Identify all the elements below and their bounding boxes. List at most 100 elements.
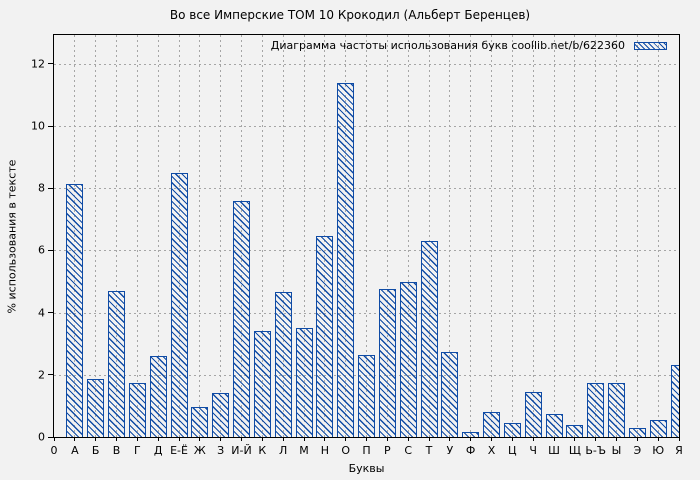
- x-tick-label: Ж: [193, 444, 206, 457]
- x-tick-mark: [220, 437, 222, 441]
- legend-key-swatch-icon: [634, 41, 667, 50]
- bar-т: [420, 241, 438, 437]
- gridline-vertical: [616, 35, 617, 437]
- x-tick-mark: [511, 437, 513, 441]
- x-tick-mark: [678, 437, 680, 441]
- gridline-vertical: [574, 35, 576, 437]
- x-tick-label: В: [112, 444, 121, 457]
- x-tick-mark: [657, 437, 659, 441]
- gridline-vertical: [470, 35, 472, 437]
- y-tick-mark: [48, 436, 53, 438]
- x-tick-label: К: [258, 444, 267, 457]
- x-tick-label: Э: [633, 444, 642, 457]
- bar-р: [378, 289, 396, 437]
- chart-title: Во все Имперские ТОМ 10 Крокодил (Альбер…: [169, 8, 531, 22]
- bar-п: [358, 355, 375, 437]
- gridline-vertical: [428, 35, 430, 437]
- bar-у: [441, 352, 459, 437]
- x-tick-mark: [53, 437, 55, 441]
- x-tick-label: Ч: [529, 444, 537, 457]
- bar-с: [399, 282, 417, 437]
- x-tick-label: Щ: [568, 444, 581, 457]
- x-tick-label: Г: [133, 444, 141, 457]
- gridline-vertical: [95, 35, 97, 437]
- bar-в: [108, 291, 125, 437]
- x-tick-mark: [95, 437, 97, 441]
- bar-о: [337, 83, 355, 437]
- x-tick-label: И-Й: [231, 444, 252, 457]
- x-tick-mark: [386, 437, 388, 441]
- x-tick-mark: [553, 437, 555, 441]
- bar-б: [87, 379, 105, 437]
- y-tick-label: 8: [38, 181, 45, 195]
- bar-х: [483, 412, 500, 437]
- gridline-vertical: [407, 35, 409, 437]
- x-tick-label: Ц: [508, 444, 517, 457]
- gridline-vertical: [261, 35, 263, 437]
- bar-м: [295, 328, 313, 437]
- gridline-vertical: [449, 35, 451, 437]
- gridline-vertical: [366, 35, 367, 437]
- gridline-vertical: [220, 35, 222, 437]
- x-tick-mark: [136, 437, 138, 441]
- x-tick-mark: [595, 437, 597, 441]
- x-tick-label: 0: [50, 444, 58, 457]
- x-tick-mark: [470, 437, 472, 441]
- gridline-vertical: [136, 35, 138, 437]
- x-tick-mark: [303, 437, 305, 441]
- bar-е-ё: [170, 173, 188, 437]
- y-tick-mark: [48, 312, 53, 314]
- gridline-vertical: [636, 35, 638, 437]
- bar-к: [253, 331, 271, 437]
- gridline-vertical: [199, 35, 201, 437]
- bar-ы: [608, 383, 625, 437]
- x-tick-label: А: [71, 444, 79, 457]
- x-tick-mark: [428, 437, 430, 441]
- bar-з: [212, 393, 230, 437]
- bar-а: [66, 184, 84, 437]
- y-tick-label: 6: [38, 243, 45, 257]
- y-tick-mark: [48, 125, 53, 127]
- y-tick-label: 12: [31, 57, 45, 71]
- x-tick-mark: [157, 437, 159, 441]
- x-tick-label: Д: [153, 444, 163, 457]
- x-tick-mark: [199, 437, 201, 441]
- x-tick-label: Ш: [548, 444, 560, 457]
- x-tick-label: Р: [384, 444, 391, 457]
- bar-л: [274, 292, 292, 437]
- y-tick-label: 0: [38, 430, 45, 444]
- x-tick-label: Ы: [611, 444, 622, 457]
- x-tick-label: У: [446, 444, 454, 457]
- x-tick-mark: [261, 437, 263, 441]
- bar-ш: [545, 414, 563, 437]
- x-tick-label: О: [341, 444, 350, 457]
- x-tick-label: Е-Ё: [170, 444, 188, 457]
- legend: Диаграмма частоты использования букв coo…: [271, 39, 667, 52]
- x-tick-label: З: [217, 444, 225, 457]
- x-tick-mark: [178, 437, 180, 441]
- gridline-vertical: [532, 35, 534, 437]
- bar-э: [628, 428, 646, 437]
- x-tick-mark: [636, 437, 638, 441]
- x-tick-label: П: [362, 444, 371, 457]
- x-tick-label: Ф: [465, 444, 476, 457]
- gridline-vertical: [657, 35, 659, 437]
- y-tick-mark: [48, 374, 53, 376]
- gridline-vertical: [303, 35, 305, 437]
- x-tick-label: Т: [425, 444, 433, 457]
- x-tick-mark: [407, 437, 409, 441]
- bar-д: [149, 356, 167, 437]
- x-tick-mark: [616, 437, 617, 441]
- y-tick-mark: [48, 63, 53, 65]
- gridline-vertical: [595, 35, 597, 437]
- bar-и-й: [233, 201, 250, 437]
- bar-ф: [462, 432, 480, 437]
- gridline-vertical: [282, 35, 284, 437]
- x-tick-mark: [74, 437, 76, 441]
- x-axis-label: Буквы: [348, 462, 385, 475]
- bar-ч: [524, 392, 542, 437]
- gridline-vertical: [511, 35, 513, 437]
- y-tick-label: 2: [38, 368, 45, 382]
- gridline-vertical: [116, 35, 117, 437]
